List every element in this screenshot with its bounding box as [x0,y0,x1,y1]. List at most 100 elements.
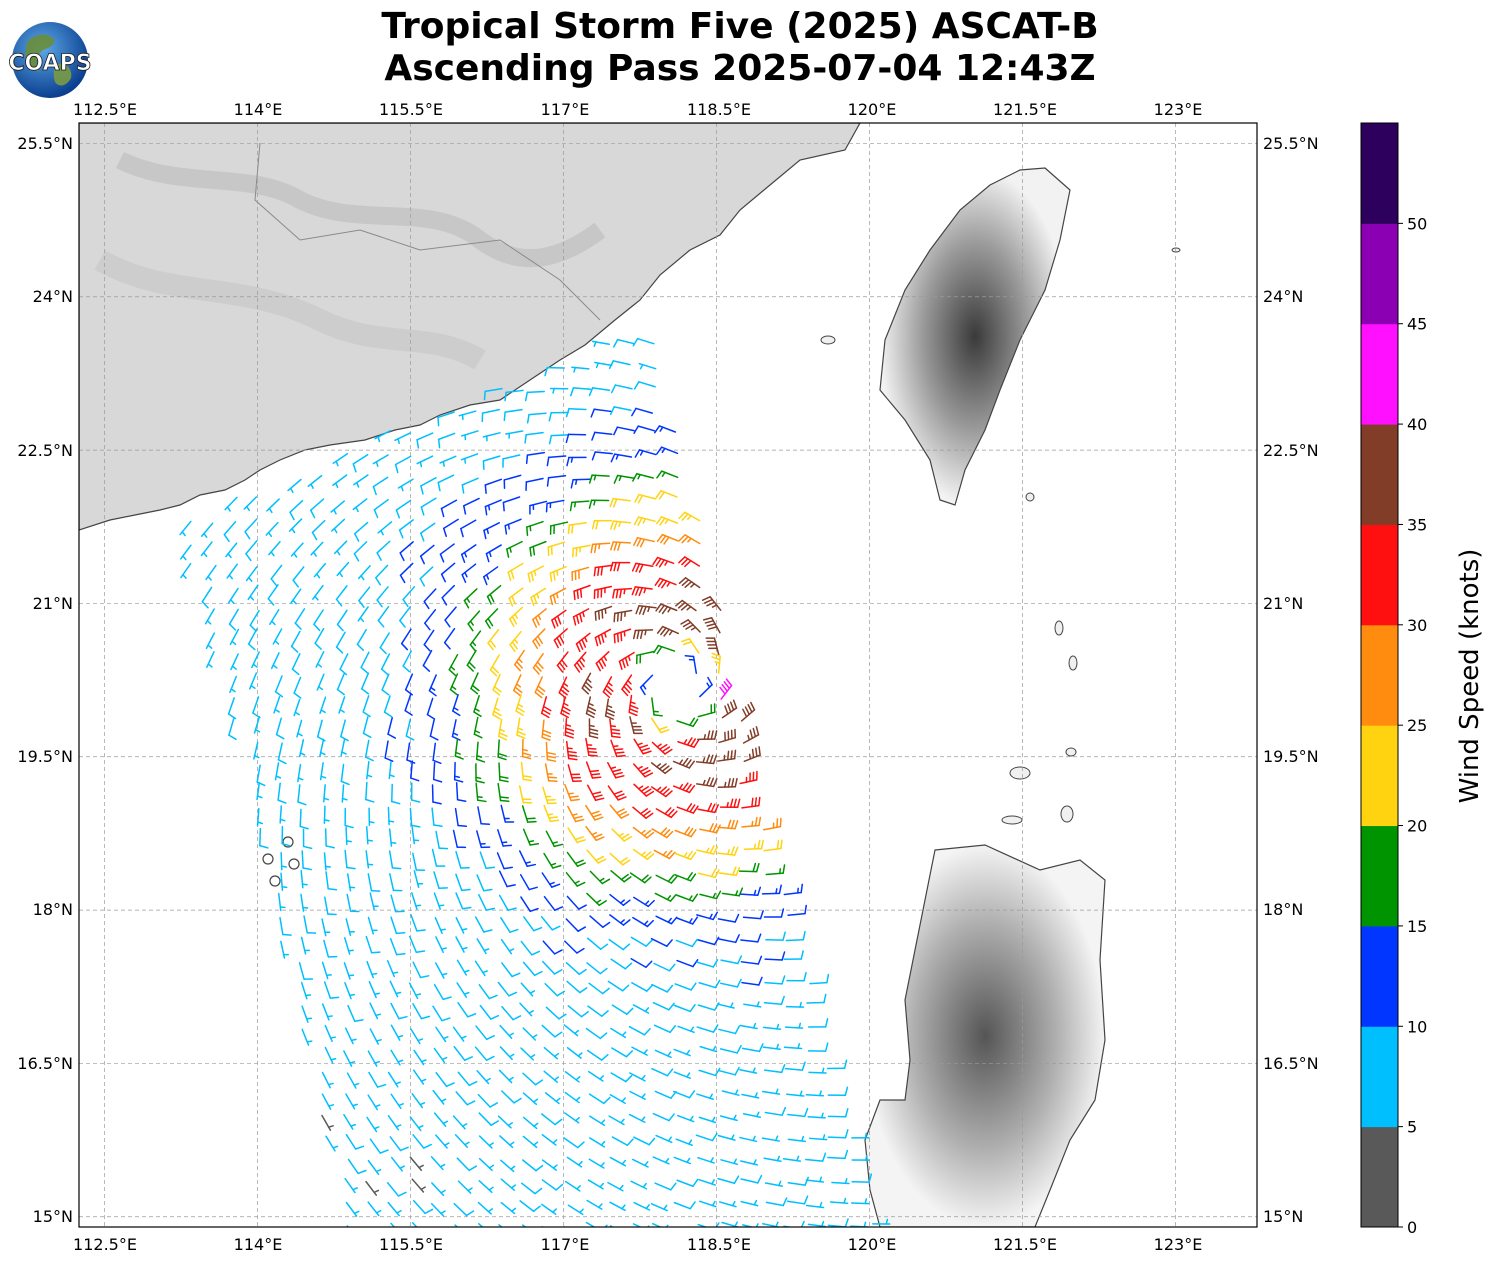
barb-feather [406,759,416,764]
wind-barb [743,1001,762,1008]
wind-barb [808,1134,828,1141]
barb-feather [567,754,578,757]
wind-barb [638,362,657,370]
barb-feather [457,824,468,827]
colorbar-tick-label: 20 [1407,817,1427,836]
barb-half-feather [645,1204,650,1210]
barb-staff [572,478,591,481]
barb-feather [712,1024,719,1033]
lon-tick-label: 121.5°E [993,1235,1057,1254]
barb-staff [650,937,668,947]
wind-barb [586,1199,603,1210]
wind-barb [696,777,718,788]
lat-tick-label: 21°N [1263,594,1303,613]
mainland-china-land [79,123,861,531]
wind-barb [741,1043,764,1053]
barb-feather [757,839,761,850]
barb-staff [376,540,391,554]
barb-feather [370,951,381,954]
wind-barb [507,562,524,581]
barb-feather [297,801,307,806]
barb-staff [740,1178,759,1184]
wind-barb [567,764,582,782]
wind-barb [298,962,314,980]
barb-half-feather [702,757,706,764]
barb-half-feather [603,631,607,638]
barb-feather [625,1050,634,1058]
wind-barb [591,340,611,347]
lat-tick-label: 18°N [33,900,73,919]
barb-feather [755,726,760,736]
barb-feather [616,632,619,643]
wind-barb [586,1049,609,1061]
wind-barb [783,883,804,896]
barb-feather [585,712,595,719]
barb-feather [490,1120,499,1126]
wind-barb [409,1116,424,1132]
barb-staff [409,807,413,827]
barb-staff [431,848,438,867]
barb-feather [228,734,237,741]
wind-barb [496,852,513,870]
wind-barb [460,519,477,538]
wind-barb [478,894,496,911]
wind-barb [655,490,678,500]
barb-feather [424,622,431,631]
wind-barb [650,1203,668,1212]
barb-half-feather [577,1052,583,1057]
wind-barb [411,825,420,845]
barb-staff [369,1138,382,1154]
barb-feather [526,863,537,868]
wind-barb [629,716,644,735]
wind-barb [368,1071,387,1088]
barb-staff [368,1071,379,1088]
barb-feather [533,970,543,977]
barb-half-feather [532,1098,539,1103]
barb-feather [642,810,651,817]
barb-feather [844,1129,849,1139]
wind-barb [324,1046,337,1064]
barb-half-feather [644,900,650,906]
wind-barb [435,962,448,979]
barb-staff [364,739,370,758]
colorbar-tick-label: 35 [1407,515,1427,534]
barb-half-feather [397,1059,404,1063]
wind-barb [656,516,679,526]
colorbar-bin [1361,524,1398,626]
barb-feather [463,505,467,515]
wind-barb [390,1156,405,1172]
wind-barb [455,1091,476,1106]
wind-barb [656,533,679,545]
wind-barb [630,936,653,947]
barb-half-feather [599,877,605,882]
barb-feather [660,729,670,734]
barb-feather [656,625,664,634]
barb-feather [734,777,738,788]
barb-feather [256,781,266,787]
barb-feather [399,1146,409,1152]
barb-feather [487,617,494,627]
wind-barb [270,564,283,587]
barb-half-feather [662,850,667,856]
wind-barb [607,785,627,801]
wind-barb [609,1156,627,1167]
barb-feather [395,931,406,935]
barb-half-feather [294,711,300,716]
wind-barb [808,1067,827,1074]
wind-barb [229,628,240,646]
barb-feather [687,827,694,837]
barb-staff [636,337,655,345]
wind-barb [633,516,656,527]
barb-half-feather [775,1135,779,1142]
wind-barb [739,1022,758,1030]
barb-half-feather [452,732,459,736]
barb-feather [277,759,287,765]
wind-barb [762,817,782,831]
wind-barb [367,916,378,935]
barb-staff [479,1004,492,1020]
barb-half-feather [353,1210,360,1215]
wind-barb [476,1070,491,1085]
barb-feather [381,689,390,696]
wind-barb [632,629,654,640]
barb-feather [707,802,713,812]
